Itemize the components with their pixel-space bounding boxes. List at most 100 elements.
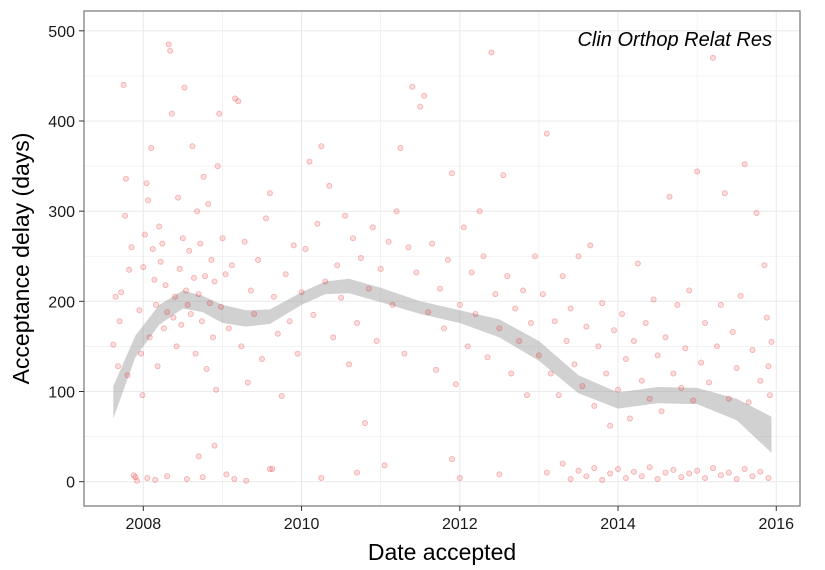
data-point [488,49,495,56]
data-point [162,282,169,289]
data-point [551,318,558,325]
minor-gridlines [84,11,800,506]
data-point [472,310,479,317]
data-point [682,345,689,352]
data-point [737,292,744,299]
data-point [232,95,239,102]
data-point [197,240,204,247]
data-point [725,469,732,476]
data-point [270,293,277,300]
data-point [444,256,451,263]
y-tick-label: 400 [48,114,75,131]
data-point [532,253,539,260]
data-point [164,309,171,316]
data-point [448,170,455,177]
data-point [219,235,226,242]
data-point [269,465,276,472]
data-point [733,475,740,482]
data-point [765,363,772,370]
data-point [146,334,153,341]
data-point [448,456,455,463]
data-point [228,262,235,269]
data-point [342,212,349,219]
data-point [115,363,122,370]
data-point [116,318,123,325]
data-point [654,475,661,482]
data-point [168,110,175,117]
data-point [567,305,574,312]
data-point [209,334,216,341]
data-point [173,343,180,350]
data-point [199,474,206,481]
data-point [290,242,297,249]
data-point [670,466,677,473]
data-point [678,474,685,481]
data-point [654,352,661,359]
data-point [516,337,523,344]
data-point [757,377,764,384]
data-point [255,256,262,263]
data-point [575,253,582,260]
data-point [187,310,194,317]
data-point [133,477,140,484]
data-point [200,173,207,180]
data-point [745,399,752,406]
data-point [512,305,519,312]
data-point [203,365,210,372]
data-point [124,372,131,379]
y-axis-title: Acceptance delay (days) [8,133,34,385]
major-gridlines [84,11,800,506]
data-point [417,103,424,110]
data-point [353,469,360,476]
data-point [262,215,269,222]
data-point [171,293,178,300]
data-point [698,359,705,366]
y-tick-label: 0 [66,475,75,492]
data-point [126,266,133,273]
data-point [118,289,125,296]
data-point [405,244,412,251]
data-point [286,318,293,325]
x-axis: 2008 2010 2012 2014 2016 [126,506,794,533]
data-point [717,301,724,308]
y-tick-label: 300 [48,204,75,221]
data-point [765,474,772,481]
data-point [721,190,728,197]
data-point [183,287,190,294]
data-point [198,318,205,325]
data-point [713,343,720,350]
data-point [122,175,129,182]
data-point [181,84,188,91]
data-point [189,143,196,150]
data-point [496,325,503,332]
data-point [413,269,420,276]
data-point [192,350,199,357]
data-point [149,245,156,252]
x-tick-label: 2012 [442,516,478,533]
data-point [757,468,764,475]
data-point [547,370,554,377]
data-point [425,309,432,316]
data-point [611,327,618,334]
data-point [330,334,337,341]
data-point [642,319,649,326]
data-point [144,474,151,481]
data-point [646,464,653,471]
data-point [409,83,416,90]
data-point [484,354,491,361]
data-point [231,475,238,482]
data-point [528,319,535,326]
data-point [710,465,717,472]
data-point [208,256,215,263]
data-point [205,200,212,207]
data-point [429,240,436,247]
data-point [468,269,475,276]
data-point [326,182,333,189]
data-point [678,384,685,391]
data-point [184,301,191,308]
data-point [729,328,736,335]
data-point [638,377,645,384]
plot-border [83,10,801,507]
data-point [753,209,760,216]
data-point [733,364,740,371]
